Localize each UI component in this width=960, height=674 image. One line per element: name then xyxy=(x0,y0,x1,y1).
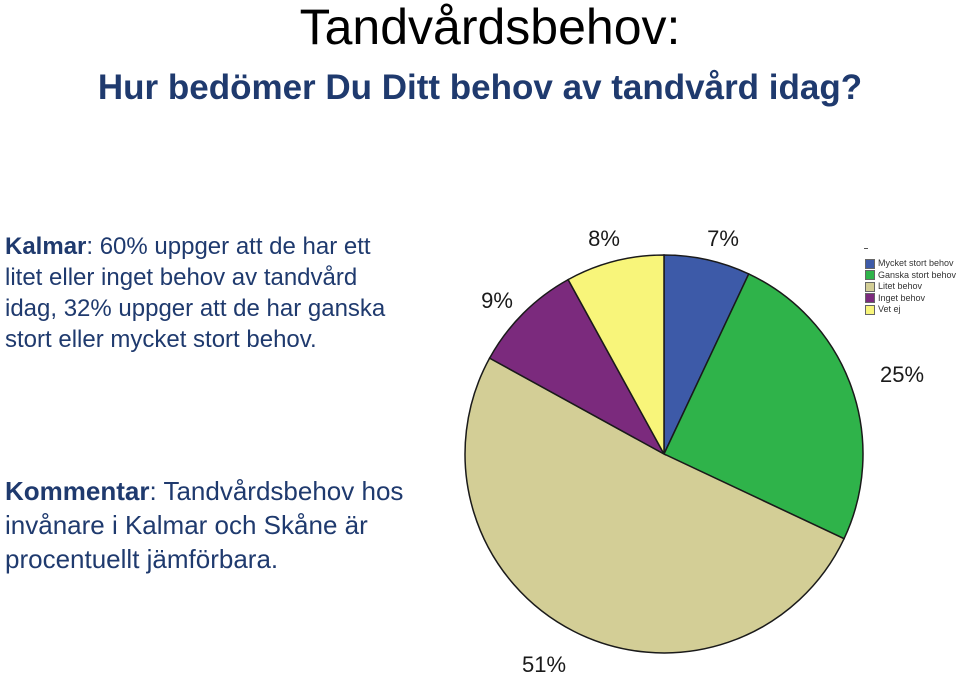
legend-item: Mycket stort behov xyxy=(865,258,954,269)
legend-item: Litet behov xyxy=(865,281,922,292)
legend-swatch xyxy=(865,270,875,280)
legend-dash xyxy=(864,248,868,249)
pie-data-label: 8% xyxy=(588,226,620,251)
page-title: Tandvårdsbehov: xyxy=(299,0,681,55)
pie-slice-ganska-stort-behov xyxy=(663,272,864,540)
pie-slice-litet-behov xyxy=(464,357,846,654)
legend-swatch xyxy=(865,258,875,269)
legend-label: Litet behov xyxy=(878,281,923,291)
comment-label: Kommentar xyxy=(5,476,150,506)
legend-swatch xyxy=(865,304,875,315)
legend-item: Vet ej xyxy=(865,304,901,315)
legend-item: Ganska stort behov xyxy=(865,270,956,281)
kalmar-summary: Kalmar: 60% uppger att de har ett litet … xyxy=(5,231,405,355)
pie-slice-vet-ej xyxy=(567,254,665,455)
legend-label: Vet ej xyxy=(878,304,901,314)
legend-label: Inget behov xyxy=(878,292,926,303)
page-subtitle: Hur bedömer Du Ditt behov av tandvård id… xyxy=(97,68,863,107)
comment-block: Kommentar: Tandvårdsbehov hos invånare i… xyxy=(5,474,425,576)
legend-label: Mycket stort behov xyxy=(878,258,954,268)
pie-slice-inget-behov xyxy=(488,278,666,456)
legend-item: Inget behov xyxy=(865,293,925,304)
kalmar-text: : 60% uppger att de har ett litet eller … xyxy=(5,233,386,353)
pie-data-label: 9% xyxy=(481,288,513,313)
pie-data-label: 25% xyxy=(880,362,924,387)
legend-label: Ganska stort behov xyxy=(878,269,957,280)
pie-data-label: 51% xyxy=(522,652,566,674)
legend-swatch xyxy=(865,281,875,292)
comment-text: : Tandvårdsbehov hos invånare i Kalmar o… xyxy=(5,476,404,574)
legend-swatch xyxy=(865,293,875,303)
pie-data-label: 7% xyxy=(707,226,739,251)
kalmar-label: Kalmar xyxy=(5,233,87,260)
